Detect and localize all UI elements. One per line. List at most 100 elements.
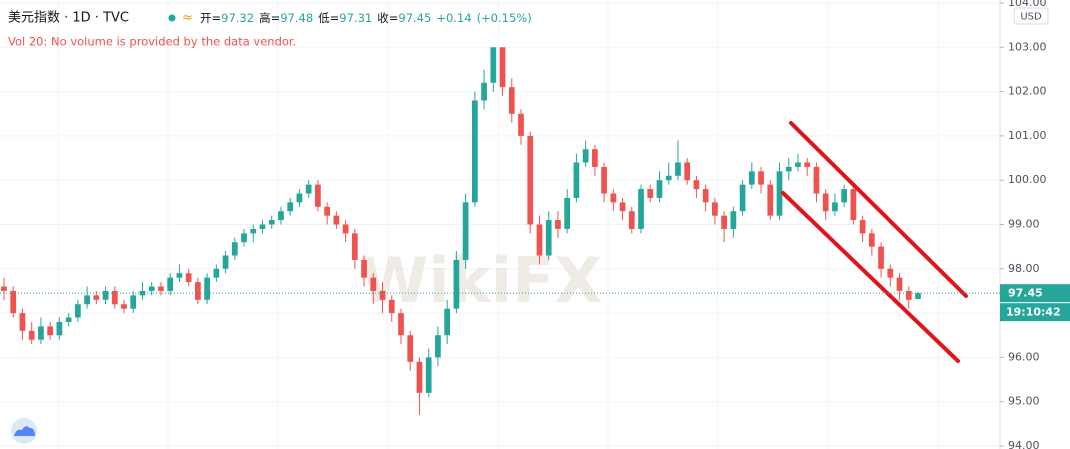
ohlc-value: 97.31 <box>339 11 372 25</box>
candle-body <box>231 242 238 256</box>
candle-body <box>38 326 44 340</box>
candle-body <box>527 135 534 225</box>
candle-body <box>296 193 303 203</box>
candle-body <box>333 215 340 225</box>
candle-body <box>462 202 469 260</box>
ohlc-label: 低= <box>318 11 339 25</box>
candle-body <box>278 211 284 221</box>
candle-body <box>56 321 63 336</box>
candle-body <box>305 184 312 194</box>
candle-body <box>195 282 201 300</box>
y-tick-label: 103.00 <box>1008 40 1047 53</box>
candle-body <box>619 202 626 212</box>
candle-body <box>102 290 109 300</box>
candle-body <box>785 166 792 172</box>
candle-body <box>739 184 746 212</box>
candle-body <box>416 361 423 393</box>
ohlc-label: 开= <box>200 11 221 25</box>
candle-body <box>158 286 164 291</box>
candle-body <box>379 290 386 300</box>
candle-body <box>850 189 857 221</box>
candle-body <box>813 166 820 194</box>
logo-cloud <box>14 426 35 436</box>
candles <box>1 47 921 415</box>
candle-body <box>121 304 127 309</box>
candle-body <box>628 211 635 229</box>
candle-body <box>1 286 7 291</box>
y-tick-label: 101.00 <box>1008 129 1047 142</box>
ohlc-label: 收= <box>377 11 398 25</box>
candle-body <box>268 220 275 225</box>
candle-body <box>176 273 183 278</box>
countdown-tag <box>1000 303 1070 322</box>
volume-message: Vol 20: No volume is provided by the dat… <box>8 35 296 49</box>
last-price-label: 97.45 <box>1008 287 1043 300</box>
legend-header: 美元指数 · 1D · TVC ≈ 开=97.32 高=97.48 低=97.31 收… <box>8 11 532 49</box>
y-tick-label: 98.00 <box>1008 262 1040 275</box>
candle-body <box>758 171 764 185</box>
ohlc-value: 97.48 <box>280 11 313 25</box>
candle-body <box>841 189 848 203</box>
candle-body <box>28 330 35 340</box>
candle-body <box>610 193 617 203</box>
candle-body <box>361 259 367 278</box>
candle-body <box>213 268 220 278</box>
status-dot <box>168 14 176 22</box>
candle-body <box>536 224 543 256</box>
candle-body <box>388 299 395 314</box>
candle-body <box>582 149 589 163</box>
candle-body <box>74 304 81 318</box>
countdown-label: 19:10:42 <box>1006 306 1061 319</box>
y-tick-label: 94.00 <box>1008 439 1040 449</box>
logo <box>11 418 37 444</box>
change-pct: (+0.15%) <box>477 11 532 25</box>
candle-body <box>481 82 487 101</box>
change: +0.14 <box>436 11 471 25</box>
candle-body <box>748 171 755 185</box>
candle-body <box>896 277 903 291</box>
candle-body <box>444 308 451 336</box>
candle-body <box>351 233 358 260</box>
candle-body <box>776 171 783 216</box>
status-icon: ≈ <box>182 11 193 26</box>
candle-body <box>204 277 210 300</box>
candle-body <box>508 87 515 114</box>
candle-body <box>287 202 294 212</box>
ohlc-value: 97.45 <box>398 11 431 25</box>
candle-body <box>65 317 72 322</box>
candle-body <box>573 162 580 198</box>
candle-body <box>804 162 811 167</box>
candle-body <box>471 100 478 203</box>
candle-body <box>259 224 266 229</box>
candle-body <box>665 175 672 181</box>
candle-body <box>130 295 137 309</box>
candle-body <box>832 202 838 212</box>
candle-body <box>499 47 506 88</box>
candle-body <box>93 295 100 300</box>
last-price-tag <box>1000 284 1070 303</box>
ohlc-legend: 开=97.32 高=97.48 低=97.31 收=97.45 +0.14 (+0.15%… <box>200 11 532 25</box>
watermark: WikiFX <box>360 244 602 317</box>
trend-line-lower <box>781 191 960 363</box>
candle-body <box>545 220 552 256</box>
ohlc-value: 97.32 <box>221 11 254 25</box>
candle-body <box>675 162 681 176</box>
candle-body <box>250 228 257 234</box>
candle-body <box>315 184 321 207</box>
y-tick-label: 99.00 <box>1008 218 1040 231</box>
candle-body <box>111 290 118 305</box>
candle-body <box>84 295 90 305</box>
symbol-title: 美元指数 · 1D · TVC <box>8 11 129 26</box>
candle-body <box>767 184 774 216</box>
candle-body <box>10 290 17 314</box>
candle-body <box>684 162 691 181</box>
candle-body <box>518 113 524 136</box>
candle-body <box>592 149 598 167</box>
candle-body <box>656 180 663 198</box>
candle-body <box>425 357 432 393</box>
y-tick-label: 95.00 <box>1008 395 1040 408</box>
candle-body <box>370 277 377 291</box>
candle-body <box>148 286 155 291</box>
candle-body <box>795 162 801 167</box>
